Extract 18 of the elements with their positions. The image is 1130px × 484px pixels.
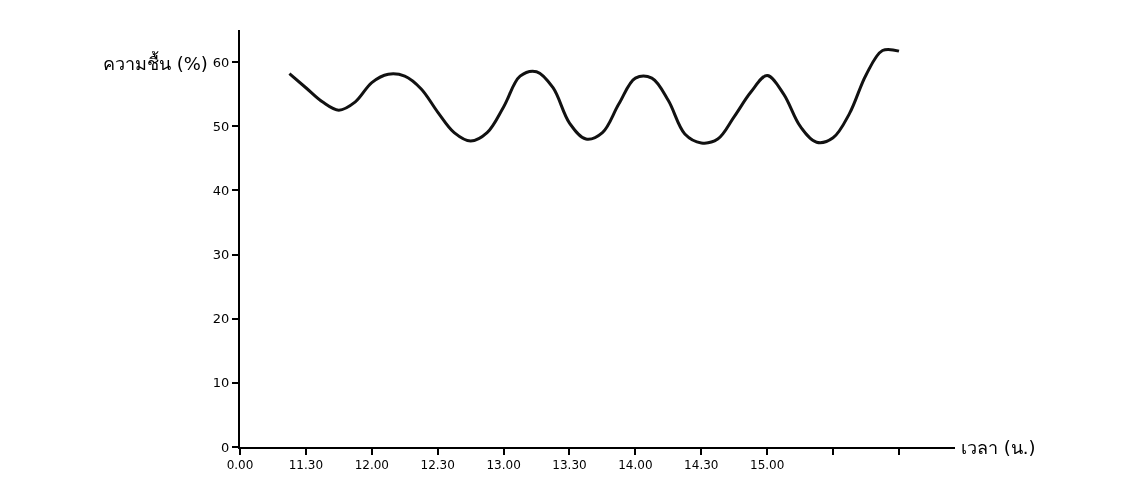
y-tick-label: 30 [212,247,230,263]
y-tick-label: 10 [212,375,230,391]
x-tick-label: 14.00 [618,458,653,473]
y-tick-label: 40 [212,182,230,198]
x-tick-label: 13.30 [552,458,587,473]
x-tick-label: 12.00 [354,458,389,473]
y-tick-label: 60 [212,54,230,70]
x-tick-label: 0.00 [226,458,254,473]
x-axis-title: เวลา (น.) [961,437,1036,458]
x-tick-label: 13.00 [486,458,521,473]
y-axis-title: ความชื้น (%) [103,51,208,74]
x-tick-label: 11.30 [288,458,324,473]
x-tick-label: 15.00 [750,458,785,473]
y-tick-label: 50 [212,118,230,134]
y-tick-label: 0 [221,439,230,455]
x-tick-label: 12.30 [420,458,455,473]
x-tick-label: 14.30 [684,458,719,473]
y-tick-label: 20 [212,311,230,327]
